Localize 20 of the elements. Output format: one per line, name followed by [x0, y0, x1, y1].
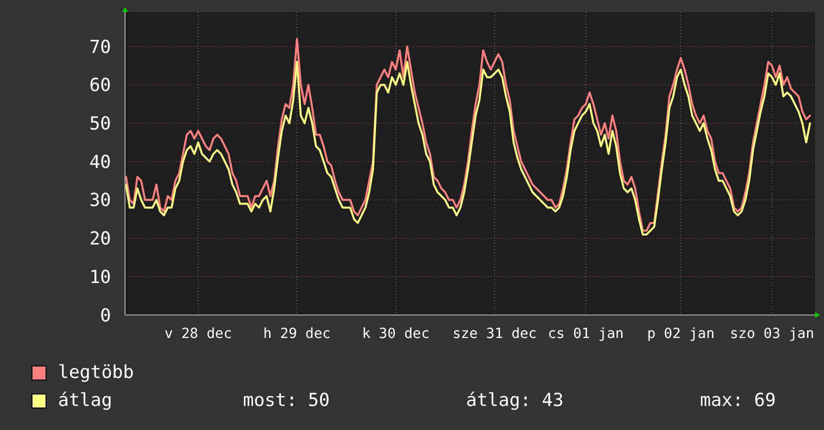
text: max: 69	[700, 390, 776, 411]
y-tick-label: 0	[100, 305, 111, 326]
x-tick-label: k 30 dec	[362, 326, 430, 342]
y-tick-label: 10	[89, 266, 111, 288]
y-tick-label: 60	[89, 75, 111, 96]
text: átlag: 43	[466, 390, 564, 411]
y-tick-label: 50	[89, 114, 111, 135]
y-tick-label: 40	[89, 152, 111, 173]
legend-label: átlag	[58, 390, 112, 411]
y-tick-label: 30	[89, 190, 111, 212]
x-tick-label: szo 03 jan	[730, 326, 814, 342]
legend-label: legtöbb	[58, 362, 134, 383]
x-tick-label: sze 31 dec	[452, 326, 537, 342]
y-tick-label: 70	[89, 36, 111, 58]
y-tick-label: 20	[89, 228, 111, 250]
x-tick-label: h 29 dec	[263, 326, 331, 342]
x-tick-label: v 28 dec	[164, 326, 232, 342]
x-tick-label: cs 01 jan	[548, 326, 624, 342]
text: most: 50	[243, 390, 330, 411]
x-tick-label: p 02 jan	[647, 326, 715, 342]
